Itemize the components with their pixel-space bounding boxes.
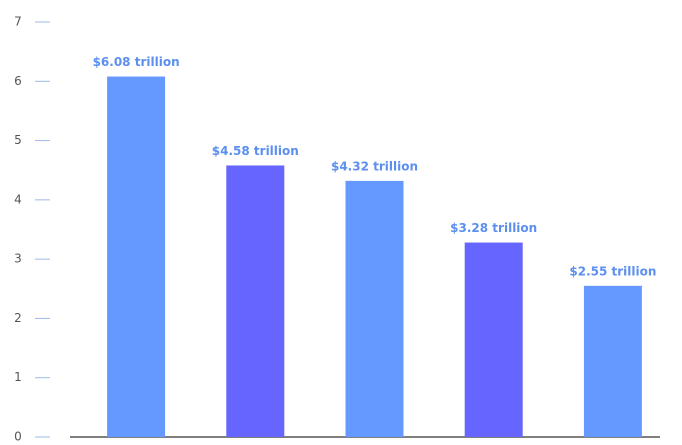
bar xyxy=(226,165,285,437)
bar xyxy=(464,242,523,437)
bar xyxy=(583,285,642,437)
data-label: $6.08 trillion xyxy=(93,55,180,69)
data-label: $3.28 trillion xyxy=(450,221,537,235)
y-tick-label: 0 xyxy=(14,430,22,444)
y-tick-label: 1 xyxy=(14,370,22,384)
data-label: $2.55 trillion xyxy=(569,264,656,278)
y-tick-label: 4 xyxy=(14,192,22,206)
data-label: $4.32 trillion xyxy=(331,159,418,173)
bar xyxy=(345,180,404,437)
y-tick-label: 2 xyxy=(14,311,22,325)
y-tick-label: 5 xyxy=(14,133,22,147)
y-tick-label: 7 xyxy=(14,15,22,29)
y-tick-label: 3 xyxy=(14,252,22,266)
y-tick-label: 6 xyxy=(14,74,22,88)
data-label: $4.58 trillion xyxy=(212,144,299,158)
bar xyxy=(107,76,166,438)
